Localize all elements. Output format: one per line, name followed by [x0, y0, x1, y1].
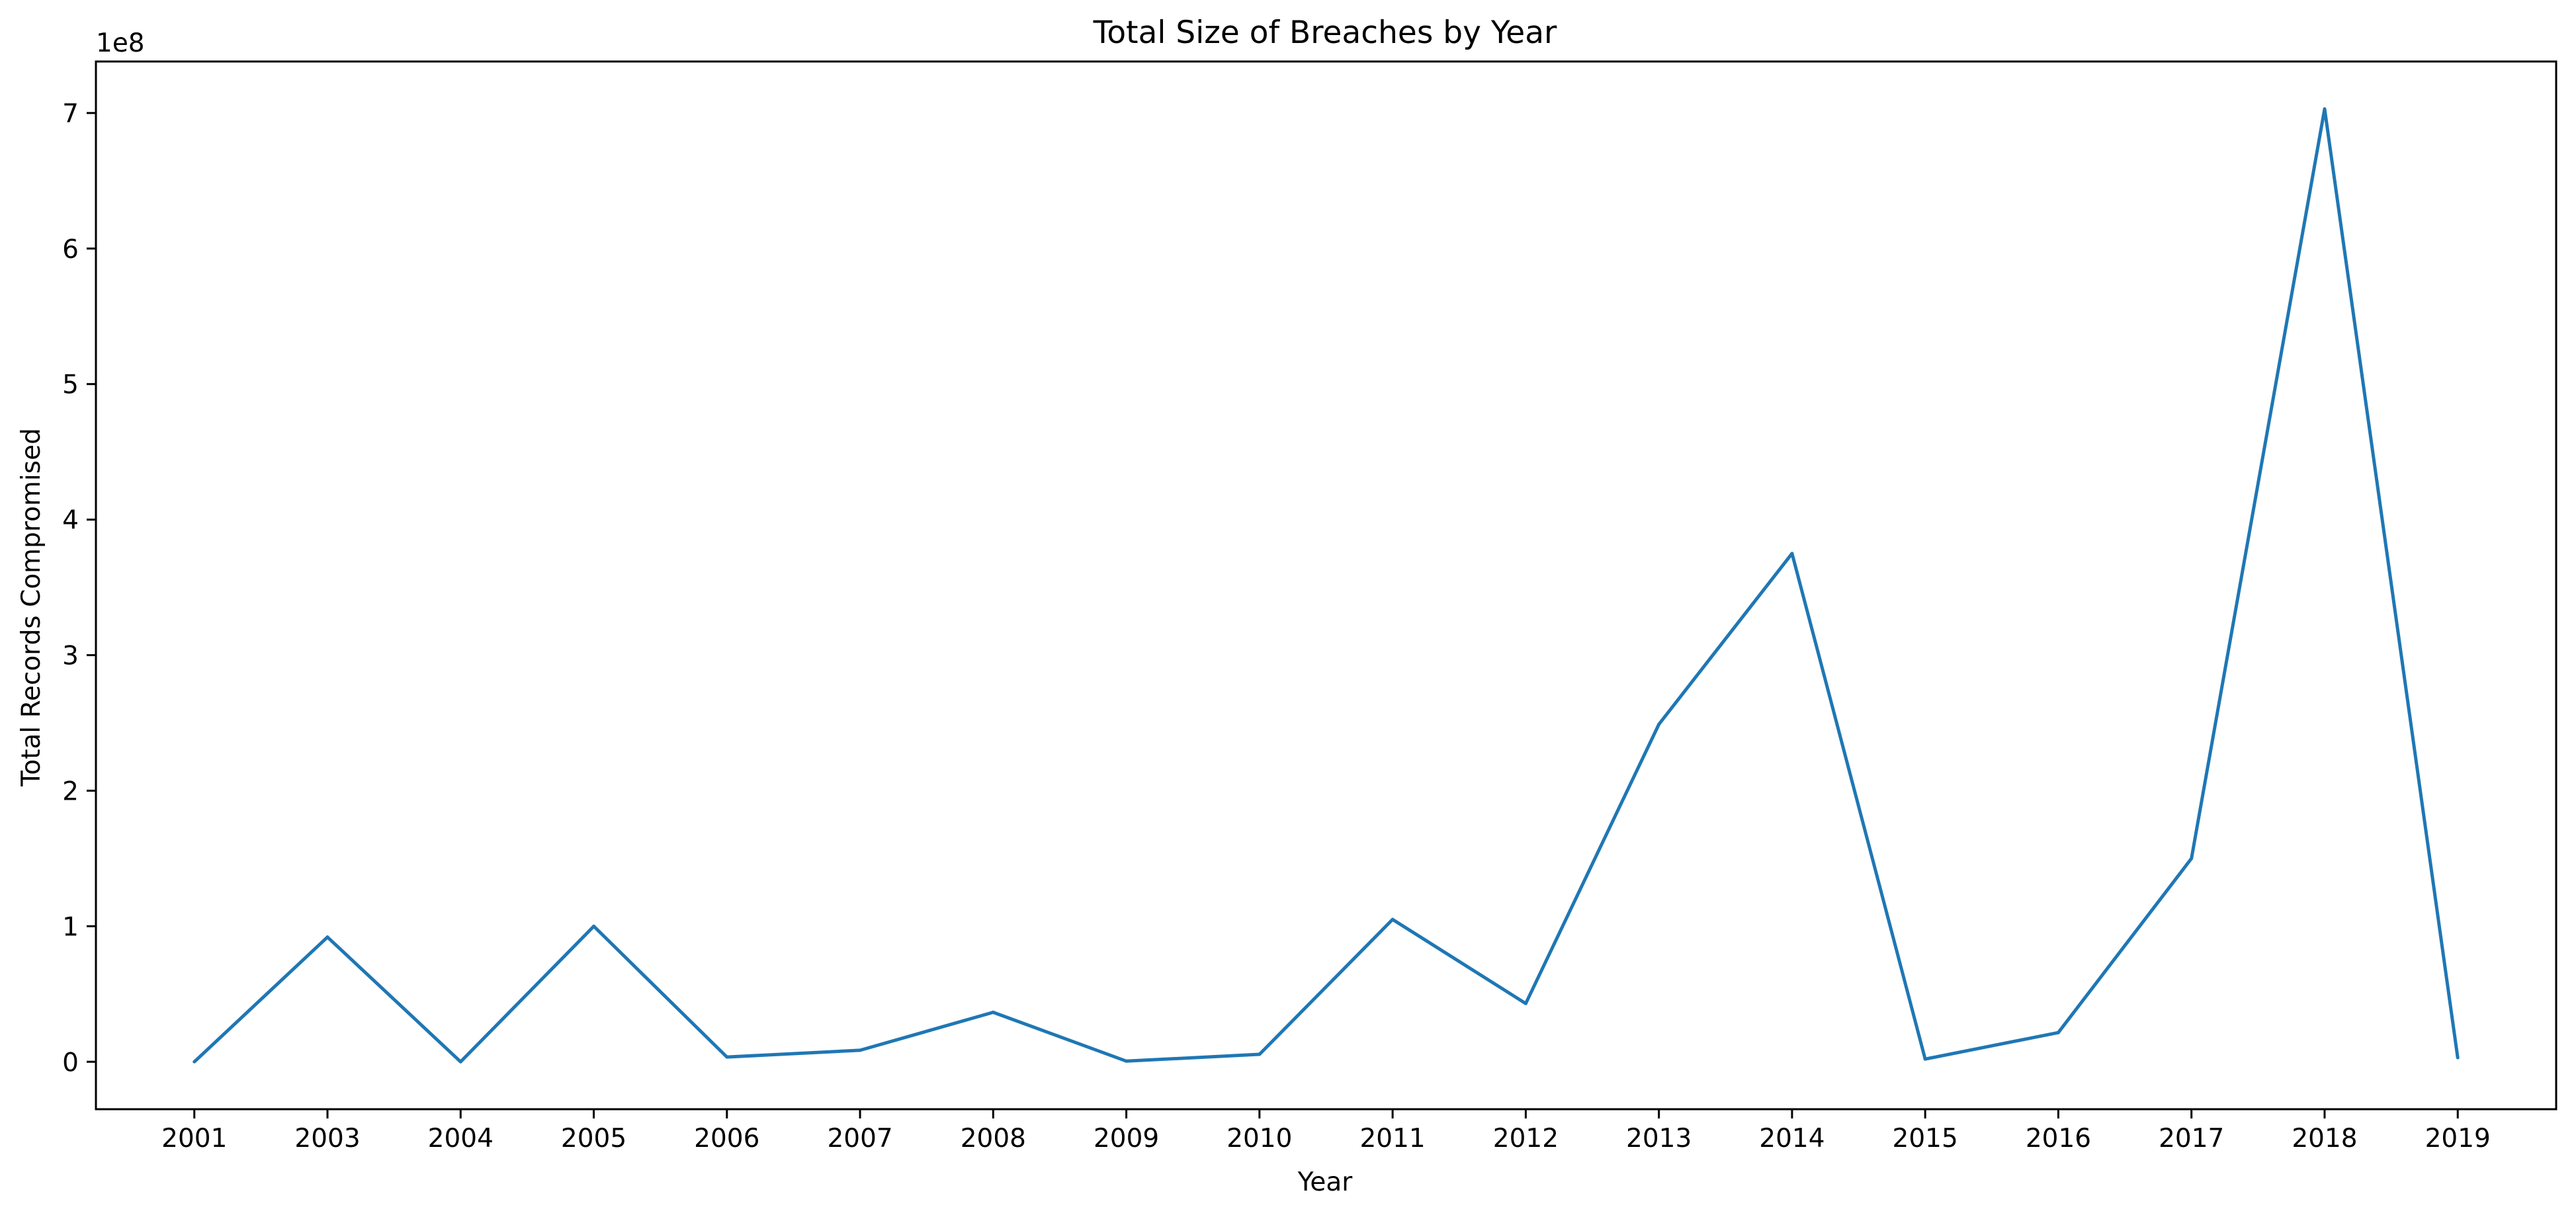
x-tick-label: 2007: [827, 1124, 892, 1154]
data-point-2019: [2456, 1056, 2460, 1060]
y-tick-label: 2: [62, 777, 79, 806]
y-tick-label: 5: [62, 370, 79, 400]
y-tick-label: 3: [62, 642, 79, 671]
data-point-2016: [2056, 1030, 2060, 1034]
data-point-2005: [592, 924, 596, 928]
chart-title: Total Size of Breaches by Year: [1093, 15, 1557, 51]
data-point-2010: [1258, 1052, 1262, 1056]
data-point-2003: [325, 935, 329, 939]
x-axis-ticks: 2001 2003 2004 2005 2006 2007 2008 2009 2010 2011…: [161, 1109, 2491, 1154]
data-point-2012: [1524, 1001, 1527, 1005]
data-point-2017: [2190, 857, 2194, 861]
y-tick-label: 7: [62, 99, 79, 129]
series-line: [193, 107, 2460, 1064]
data-point-2018: [2323, 107, 2327, 111]
data-point-2007: [858, 1048, 862, 1052]
y-axis-offset-label: 1e8: [96, 28, 145, 58]
data-points: [193, 107, 2460, 1064]
y-tick-label: 0: [62, 1048, 79, 1077]
y-tick-label: 6: [62, 235, 79, 265]
x-axis-label: Year: [1297, 1167, 1353, 1197]
x-tick-label: 2016: [2026, 1124, 2091, 1154]
data-point-2015: [1923, 1057, 1927, 1061]
x-tick-label: 2001: [161, 1124, 227, 1154]
y-tick-label: 4: [62, 506, 79, 536]
data-point-2001: [193, 1060, 196, 1064]
data-point-2009: [1125, 1059, 1129, 1063]
x-tick-label: 2009: [1094, 1124, 1159, 1154]
y-tick-label: 1: [62, 912, 79, 942]
data-point-2004: [458, 1060, 462, 1064]
x-tick-label: 2012: [1493, 1124, 1559, 1154]
x-tick-label: 2006: [694, 1124, 759, 1154]
x-tick-label: 2010: [1226, 1124, 1292, 1154]
x-tick-label: 2008: [961, 1124, 1026, 1154]
x-tick-label: 2014: [1759, 1124, 1825, 1154]
x-tick-label: 2013: [1626, 1124, 1692, 1154]
x-tick-label: 2019: [2425, 1124, 2491, 1154]
data-point-2006: [725, 1055, 729, 1059]
x-tick-label: 2015: [1893, 1124, 1958, 1154]
x-tick-label: 2004: [428, 1124, 494, 1154]
x-tick-label: 2003: [294, 1124, 360, 1154]
data-point-2013: [1657, 722, 1661, 726]
data-point-2014: [1790, 552, 1794, 556]
y-axis-ticks: 0 1 2 3 4 5 6 7: [62, 99, 96, 1077]
y-axis-label: Total Records Compromised: [17, 428, 46, 787]
data-point-2011: [1391, 917, 1395, 921]
data-point-2008: [991, 1010, 995, 1014]
x-tick-label: 2018: [2292, 1124, 2357, 1154]
x-tick-label: 2011: [1359, 1124, 1425, 1154]
x-tick-label: 2017: [2159, 1124, 2224, 1154]
x-tick-label: 2005: [561, 1124, 626, 1154]
plot-area-frame: [95, 60, 2557, 1111]
